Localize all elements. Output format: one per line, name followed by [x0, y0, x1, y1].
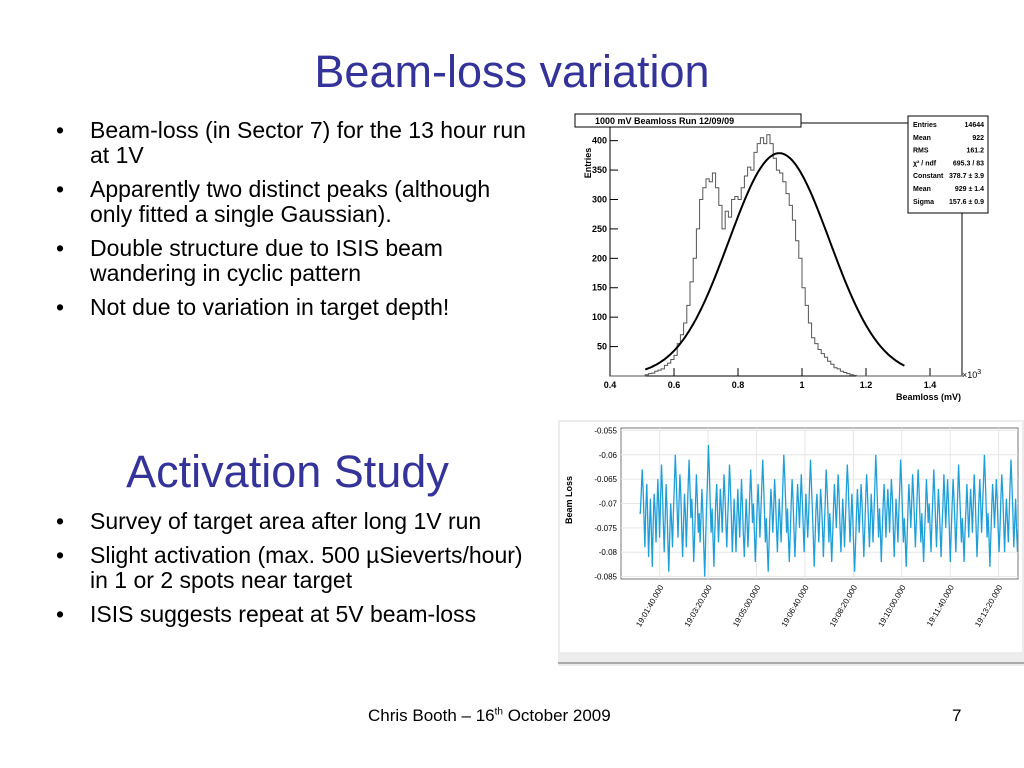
histogram-ytick-label: 200 [592, 253, 607, 263]
histogram-ytick-label: 150 [592, 283, 607, 293]
bullet-list-activation: Survey of target area after long 1V run … [48, 509, 538, 636]
beamloss-trace [639, 444, 1019, 577]
histogram-ytick-label: 350 [592, 165, 607, 175]
stats-value: 378.7 ± 3.9 [949, 173, 984, 180]
stats-label: RMS [913, 148, 929, 155]
histogram-ytick-label: 50 [597, 342, 607, 352]
timeseries-ytick-label: -0.07 [599, 500, 618, 509]
stats-label: Mean [913, 135, 931, 142]
footer-author-date: Chris Booth – 16th October 2009 [368, 706, 611, 725]
timeseries-ytick-label: -0.055 [594, 426, 617, 435]
beamloss-histogram: 1000 mV Beamloss Run 12/09/09 50 100 150 20… [565, 108, 995, 408]
section-title-activation: Activation Study [126, 446, 449, 497]
stats-value: 929 ± 1.4 [955, 186, 984, 193]
histogram-xtick-label: 0.8 [732, 380, 745, 390]
bullet-item: Apparently two distinct peaks (although … [48, 177, 538, 227]
beamloss-timeseries: -0.055-0.06-0.065-0.07-0.075-0.08-0.085 … [558, 420, 1024, 666]
bullet-item: Survey of target area after long 1V run [48, 509, 538, 535]
histogram-ytick-label: 100 [592, 312, 607, 322]
histogram-xlabel: Beamloss (mV) [896, 392, 961, 402]
timeseries-ytick-label: -0.065 [594, 475, 617, 484]
histogram-xtick-label: 1.4 [924, 380, 937, 390]
histogram-frame [609, 122, 963, 377]
timeseries-ylabel: Beam Loss [564, 476, 574, 524]
gaussian-fit-curve [644, 152, 905, 371]
page-number: 7 [952, 706, 962, 725]
histogram-ylabel: Entries [583, 148, 593, 179]
stats-label: Mean [913, 186, 931, 193]
bullet-item: Not due to variation in target depth! [48, 295, 538, 321]
timeseries-ytick-label: -0.085 [594, 573, 617, 582]
histogram-xtick-label: 1.2 [860, 380, 873, 390]
histogram-title-box [574, 113, 802, 128]
slide-title: Beam-loss variation [314, 46, 710, 97]
stats-value: 922 [972, 135, 984, 142]
timeseries-ytick-label: -0.06 [599, 451, 618, 460]
histogram-ytick-label: 400 [592, 136, 607, 146]
stats-value: 14644 [965, 122, 985, 129]
histogram-xtick-label: 1 [799, 380, 804, 390]
histogram-xtick-label: 0.6 [668, 380, 681, 390]
histogram-ytick-label: 250 [592, 224, 607, 234]
bullet-item: Slight activation (max. 500 µSieverts/ho… [48, 543, 538, 593]
histogram-x-multiplier: ×103 [962, 369, 981, 380]
bullet-item: Beam-loss (in Sector 7) for the 13 hour … [48, 118, 538, 168]
stats-value: 695.3 / 83 [953, 160, 984, 167]
stats-label: Entries [913, 122, 937, 129]
histogram-stats-box [907, 115, 989, 214]
histogram-bars [610, 134, 962, 377]
timeseries-ytick-label: -0.075 [594, 524, 617, 533]
timeseries-ytick-label: -0.08 [599, 548, 618, 557]
histogram-title: 1000 mV Beamloss Run 12/09/09 [595, 116, 734, 126]
bullet-item: Double structure due to ISIS beam wander… [48, 236, 538, 286]
histogram-ytick-label: 300 [592, 194, 607, 204]
histogram-xtick-label: 0.4 [604, 380, 617, 390]
stats-label: Sigma [913, 199, 934, 206]
stats-label: χ² / ndf [913, 160, 937, 167]
stats-value: 157.6 ± 0.9 [949, 199, 984, 206]
bullet-list-beamloss: Beam-loss (in Sector 7) for the 13 hour … [48, 118, 538, 329]
stats-value: 161.2 [966, 148, 984, 155]
stats-label: Constant [913, 173, 944, 180]
bullet-item: ISIS suggests repeat at 5V beam-loss [48, 602, 538, 628]
